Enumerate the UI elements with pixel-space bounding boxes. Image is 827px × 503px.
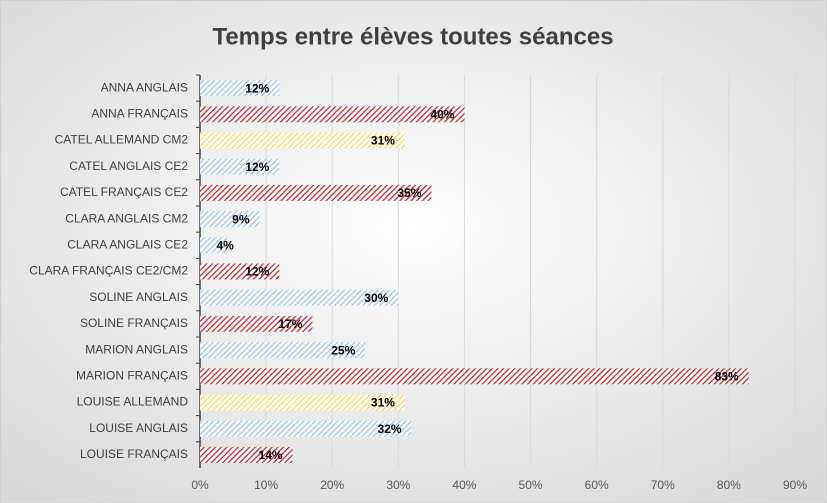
value-label: 17% (278, 317, 302, 331)
category-label: ANNA FRANÇAIS (91, 106, 188, 120)
value-label: 40% (430, 107, 454, 121)
value-label: 4% (216, 238, 234, 252)
value-label: 14% (259, 448, 283, 462)
value-label: 30% (364, 291, 388, 305)
bar (200, 184, 432, 201)
bar (200, 315, 313, 332)
category-label: CLARA FRANÇAIS CE2/CM2 (29, 264, 188, 278)
value-label: 12% (245, 265, 269, 279)
value-label: 9% (232, 212, 250, 226)
category-label: SOLINE FRANÇAIS (80, 316, 188, 330)
bar (200, 368, 749, 385)
x-tick-label: 30% (386, 478, 410, 492)
category-label: MARION ANGLAIS (85, 342, 188, 356)
category-label: CLARA ANGLAIS CM2 (65, 211, 188, 225)
value-label: 12% (245, 81, 269, 95)
bar (200, 211, 260, 228)
value-label: 83% (715, 369, 739, 383)
x-tick-label: 40% (452, 478, 476, 492)
bar (200, 394, 405, 411)
category-label: ANNA ANGLAIS (101, 80, 188, 94)
x-tick-label: 0% (191, 478, 209, 492)
bar (200, 237, 227, 254)
value-label: 12% (245, 160, 269, 174)
x-tick-label: 80% (717, 478, 741, 492)
bar (200, 446, 293, 463)
bar (200, 132, 405, 149)
category-label: CLARA ANGLAIS CE2 (67, 237, 188, 251)
bar (200, 106, 465, 123)
bar (200, 263, 280, 280)
category-label: CATEL ALLEMAND CM2 (55, 133, 189, 147)
category-label: LOUISE ANGLAIS (89, 421, 188, 435)
x-tick-label: 60% (585, 478, 609, 492)
category-label: LOUISE FRANÇAIS (80, 447, 188, 461)
chart-title: Temps entre élèves toutes séances (212, 23, 613, 50)
value-label: 25% (331, 343, 355, 357)
value-label: 32% (378, 422, 402, 436)
category-label: CATEL FRANÇAIS CE2 (60, 185, 188, 199)
x-tick-label: 20% (320, 478, 344, 492)
x-tick-label: 10% (254, 478, 278, 492)
x-tick-label: 70% (651, 478, 675, 492)
value-label: 31% (371, 134, 395, 148)
bar (200, 80, 280, 97)
bar (200, 158, 280, 175)
x-tick-label: 90% (783, 478, 807, 492)
category-label: LOUISE ALLEMAND (77, 395, 189, 409)
value-label: 31% (371, 396, 395, 410)
bar (200, 420, 412, 437)
category-label: CATEL ANGLAIS CE2 (69, 159, 188, 173)
category-label: MARION FRANÇAIS (76, 368, 188, 382)
x-tick-label: 50% (519, 478, 543, 492)
category-label: SOLINE ANGLAIS (89, 290, 188, 304)
bar (200, 342, 366, 359)
bar (200, 289, 399, 306)
value-label: 35% (397, 186, 421, 200)
